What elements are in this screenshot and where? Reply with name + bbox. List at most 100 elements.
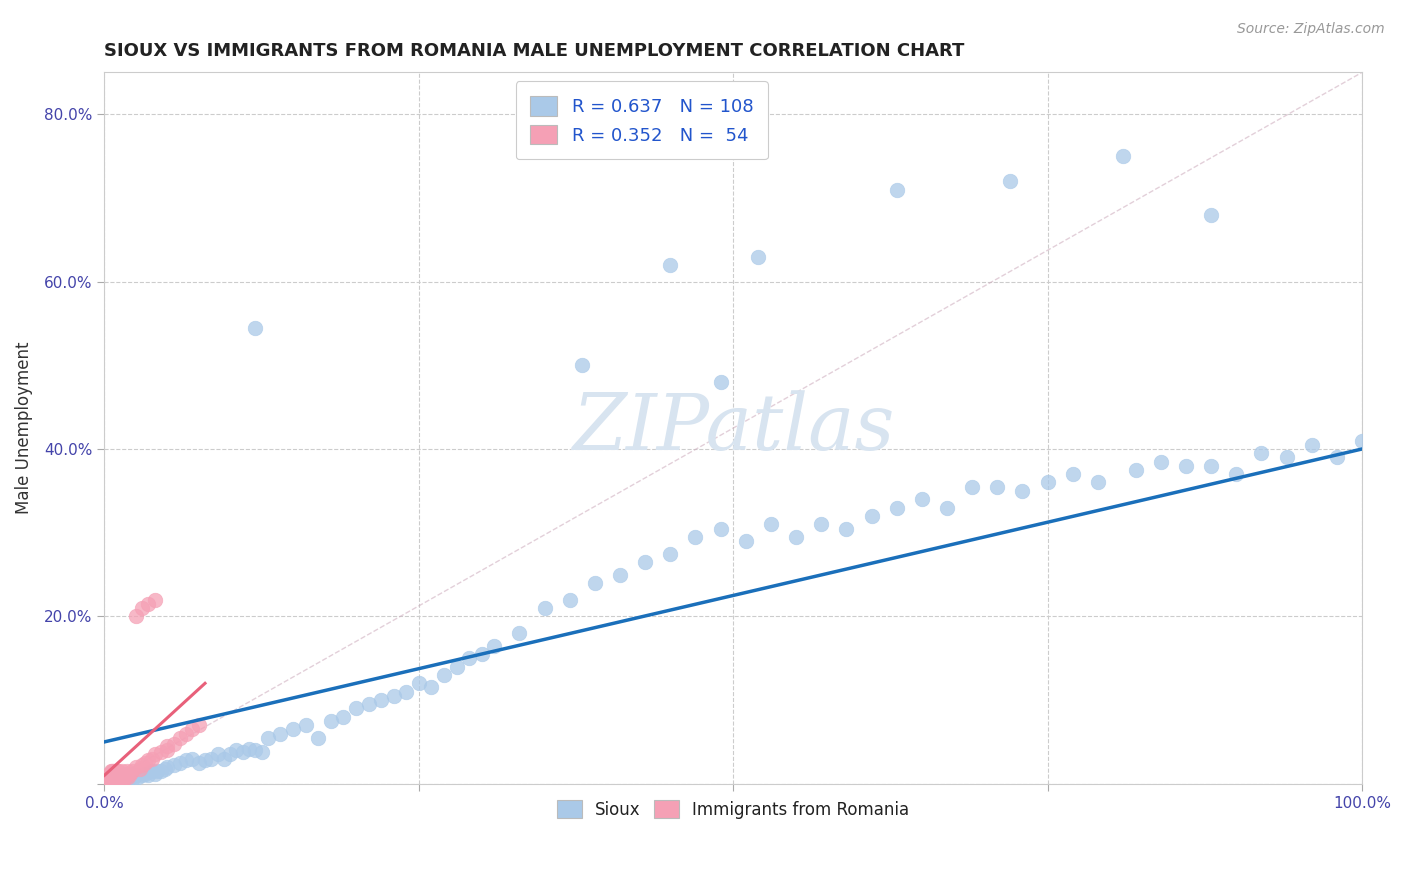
Point [1125, 463, 1147, 477]
Point [1011, 483, 1033, 498]
Point [96, 772, 118, 787]
Point [150, 745, 173, 759]
Point [257, 731, 280, 745]
Point [138, 597, 160, 611]
Point [1199, 458, 1222, 473]
Point [370, 693, 392, 707]
Point [1112, 149, 1135, 163]
Point [219, 747, 242, 762]
Point [634, 555, 657, 569]
Point [143, 766, 166, 780]
Point [162, 737, 184, 751]
Point [433, 668, 456, 682]
Point [115, 764, 138, 779]
Point [533, 601, 555, 615]
Point [1275, 450, 1298, 465]
Point [141, 751, 163, 765]
Point [382, 689, 405, 703]
Point [107, 770, 129, 784]
Point [174, 753, 197, 767]
Point [143, 747, 166, 762]
Point [156, 739, 179, 753]
Point [281, 723, 304, 737]
Point [238, 741, 260, 756]
Text: Source: ZipAtlas.com: Source: ZipAtlas.com [1237, 22, 1385, 37]
Point [110, 768, 132, 782]
Point [103, 768, 125, 782]
Point [835, 521, 858, 535]
Point [294, 718, 316, 732]
Point [101, 772, 124, 787]
Point [107, 770, 129, 784]
Point [118, 766, 141, 780]
Legend: Sioux, Immigrants from Romania: Sioux, Immigrants from Romania [550, 793, 917, 825]
Point [609, 567, 631, 582]
Point [125, 609, 148, 624]
Point [181, 751, 204, 765]
Point [194, 753, 217, 767]
Point [134, 766, 156, 780]
Point [104, 772, 127, 787]
Point [181, 723, 204, 737]
Point [245, 743, 267, 757]
Text: SIOUX VS IMMIGRANTS FROM ROMANIA MALE UNEMPLOYMENT CORRELATION CHART: SIOUX VS IMMIGRANTS FROM ROMANIA MALE UN… [104, 42, 965, 60]
Point [395, 684, 418, 698]
Point [103, 772, 125, 787]
Point [100, 768, 122, 782]
Point [112, 772, 135, 787]
Point [105, 772, 128, 787]
Point [138, 753, 160, 767]
Point [122, 768, 145, 782]
Point [127, 770, 149, 784]
Point [187, 718, 209, 732]
Point [131, 768, 153, 782]
Y-axis label: Male Unemployment: Male Unemployment [15, 342, 32, 515]
Point [710, 375, 733, 389]
Point [103, 768, 125, 782]
Point [128, 762, 150, 776]
Point [659, 547, 682, 561]
Point [153, 762, 176, 776]
Point [100, 768, 122, 782]
Point [420, 681, 443, 695]
Point [120, 768, 142, 782]
Point [357, 698, 380, 712]
Point [101, 772, 124, 787]
Point [986, 480, 1008, 494]
Point [207, 747, 229, 762]
Point [104, 772, 127, 787]
Point [860, 508, 883, 523]
Point [103, 770, 125, 784]
Point [484, 639, 506, 653]
Point [1351, 434, 1374, 448]
Point [785, 530, 807, 544]
Point [1301, 438, 1323, 452]
Point [97, 768, 120, 782]
Point [998, 174, 1021, 188]
Point [200, 751, 222, 765]
Point [1150, 454, 1173, 468]
Point [319, 714, 342, 728]
Point [105, 768, 128, 782]
Point [1062, 467, 1084, 482]
Point [101, 764, 124, 779]
Point [103, 764, 125, 779]
Point [250, 745, 273, 759]
Point [685, 530, 707, 544]
Point [98, 770, 121, 784]
Point [114, 770, 136, 784]
Point [103, 764, 125, 779]
Point [886, 183, 908, 197]
Point [108, 772, 131, 787]
Point [1199, 208, 1222, 222]
Point [146, 764, 169, 779]
Point [307, 731, 329, 745]
Point [131, 758, 153, 772]
Point [112, 766, 135, 780]
Point [232, 745, 254, 759]
Point [143, 592, 166, 607]
Point [269, 726, 291, 740]
Point [117, 772, 139, 787]
Point [125, 768, 148, 782]
Point [174, 726, 197, 740]
